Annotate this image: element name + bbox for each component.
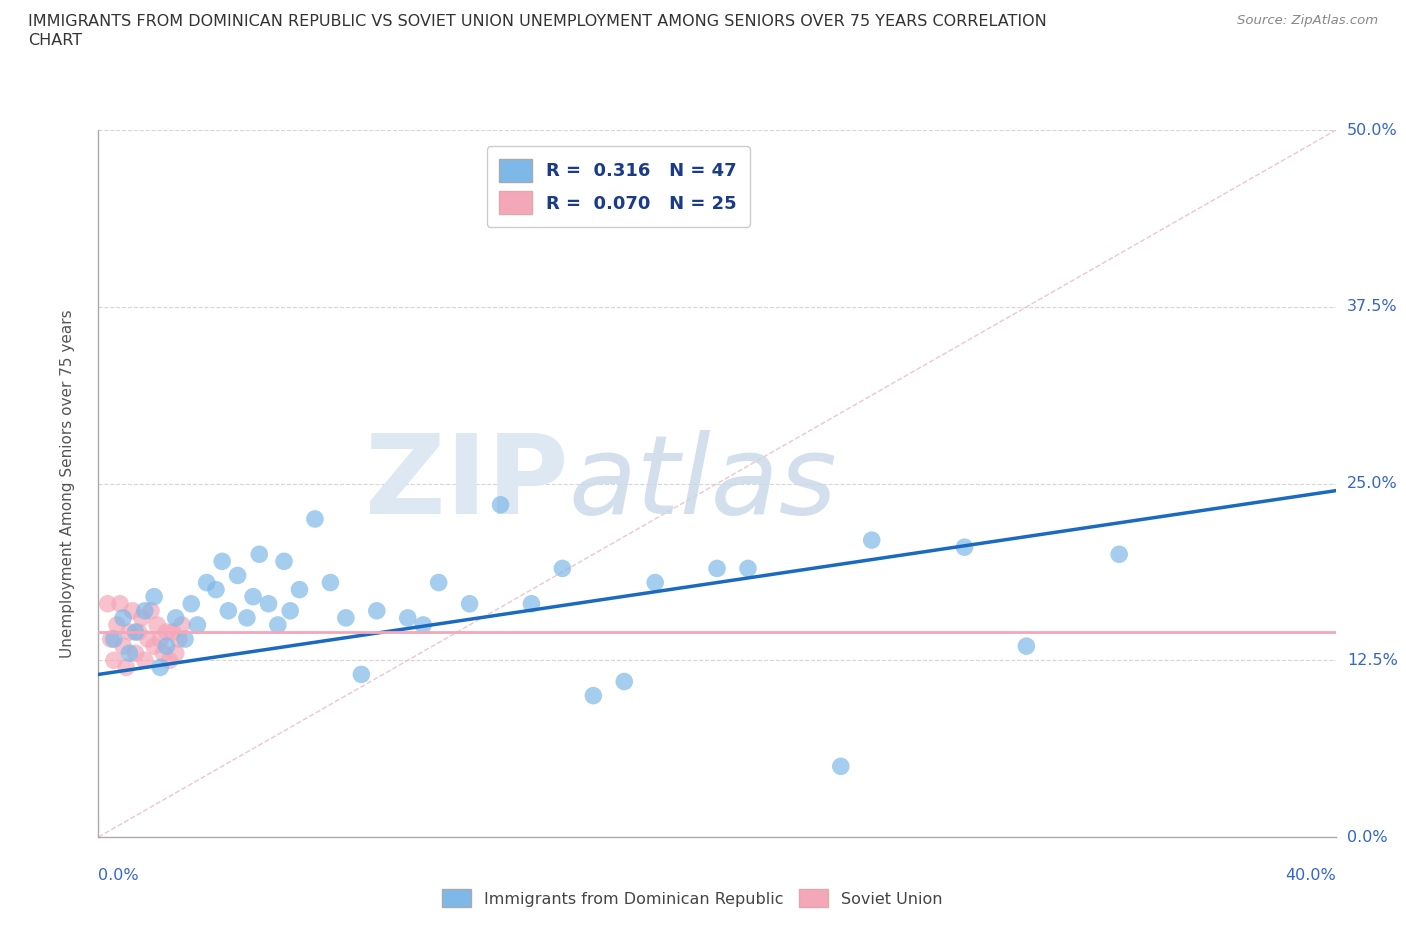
Point [195,575,218,590]
Point [170,618,193,632]
Point [143,639,166,654]
Point [100,631,122,646]
Point [247,547,270,562]
Point [136,631,159,646]
Point [128,625,150,640]
Point [236,610,259,625]
Point [118,645,141,660]
Point [304,512,326,526]
Text: ZIP: ZIP [366,430,568,538]
Point [146,618,169,632]
Text: 40.0%: 40.0% [1285,868,1336,883]
Point [205,582,228,597]
Point [121,604,143,618]
Point [131,610,153,625]
Point [242,590,264,604]
Point [118,625,141,640]
Point [103,653,125,668]
Point [613,674,636,689]
Point [159,653,181,668]
Point [217,604,239,618]
Point [165,610,187,625]
Point [112,639,135,654]
Point [278,604,301,618]
Point [860,533,883,548]
Point [953,539,976,554]
Point [152,645,174,660]
Point [115,660,138,675]
Point [489,498,512,512]
Point [319,575,342,590]
Point [427,575,450,590]
Point [582,688,605,703]
Point [134,604,156,618]
Point [226,568,249,583]
Point [257,596,280,611]
Text: 12.5%: 12.5% [1347,653,1398,668]
Point [520,596,543,611]
Point [366,604,388,618]
Point [134,653,156,668]
Point [644,575,666,590]
Point [124,645,146,660]
Point [737,561,759,576]
Point [167,631,190,646]
Point [155,625,177,640]
Text: 0.0%: 0.0% [98,868,139,883]
Point [551,561,574,576]
Point [112,610,135,625]
Point [124,625,146,640]
Point [143,590,166,604]
Y-axis label: Unemployment Among Seniors over 75 years: Unemployment Among Seniors over 75 years [60,310,75,658]
Text: 25.0%: 25.0% [1347,476,1398,491]
Point [149,660,172,675]
Point [155,639,177,654]
Text: 50.0%: 50.0% [1347,123,1398,138]
Point [180,596,202,611]
Text: IMMIGRANTS FROM DOMINICAN REPUBLIC VS SOVIET UNION UNEMPLOYMENT AMONG SENIORS OV: IMMIGRANTS FROM DOMINICAN REPUBLIC VS SO… [28,14,1047,29]
Point [211,554,233,569]
Point [103,631,125,646]
Point [335,610,357,625]
Point [174,631,197,646]
Point [458,596,481,611]
Point [1108,547,1130,562]
Text: atlas: atlas [568,430,837,538]
Text: CHART: CHART [28,33,82,47]
Point [162,625,184,640]
Point [97,596,120,611]
Point [149,631,172,646]
Text: Source: ZipAtlas.com: Source: ZipAtlas.com [1237,14,1378,27]
Point [1015,639,1038,654]
Point [706,561,728,576]
Point [105,618,128,632]
Point [139,604,162,618]
Point [108,596,131,611]
Point [396,610,419,625]
Point [165,645,187,660]
Text: 0.0%: 0.0% [1347,830,1388,844]
Point [288,582,311,597]
Text: 37.5%: 37.5% [1347,299,1398,314]
Point [273,554,295,569]
Legend: Immigrants from Dominican Republic, Soviet Union: Immigrants from Dominican Republic, Sovi… [436,883,949,914]
Point [830,759,852,774]
Point [350,667,373,682]
Point [186,618,208,632]
Point [412,618,434,632]
Point [267,618,290,632]
